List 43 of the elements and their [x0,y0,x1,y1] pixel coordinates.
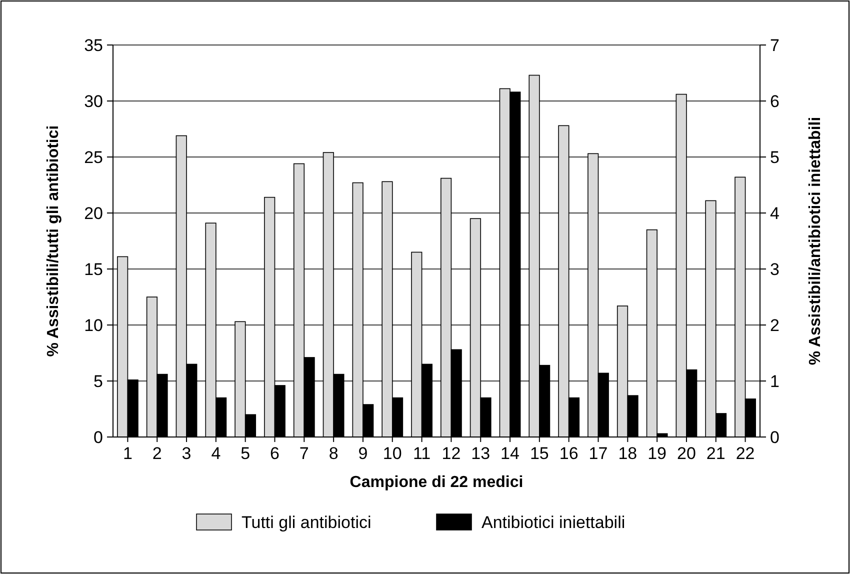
x-tick-label: 8 [328,444,338,463]
y-tick-label: 25 [84,148,103,167]
y2-tick-label: 5 [770,148,780,167]
y2-tick-label: 2 [770,316,780,335]
x-tick-label: 12 [442,444,461,463]
y2-tick-label: 3 [770,260,780,279]
x-axis-title: Campione di 22 medici [350,474,524,491]
x-tick-label: 10 [382,444,402,463]
x-tick-label: 1 [122,444,132,463]
y-tick-label: 30 [84,92,103,111]
y2-tick-label: 6 [770,92,780,111]
y2-tick-label: 4 [770,204,780,223]
x-tick-label: 3 [182,444,192,463]
y-tick-label: 5 [94,372,103,391]
x-tick-label: 4 [211,444,221,463]
x-tick-label: 9 [358,444,368,463]
x-tick-label: 18 [618,444,638,463]
y-tick-label: 0 [94,428,103,447]
x-tick-label: 19 [648,444,667,463]
x-tick-label: 7 [299,444,309,463]
x-tick-label: 6 [270,444,280,463]
y-tick-label: 20 [84,204,103,223]
legend-label: Tutti gli antibiotici [242,512,372,532]
x-tick-label: 17 [588,444,608,463]
x-tick-label: 5 [240,444,250,463]
y2-tick-label: 7 [770,36,780,55]
x-tick-label: 15 [530,444,549,463]
y-tick-label: 10 [84,316,103,335]
y-tick-label: 35 [84,36,103,55]
x-tick-label: 20 [677,444,696,463]
y-tick-label: 15 [84,260,103,279]
y2-tick-label: 1 [770,372,780,391]
x-tick-label: 13 [471,444,490,463]
legend-label: Antibiotici iniettabili [482,512,626,532]
y2-axis-title: % Assistibili/antibiotici iniettabili [807,116,824,366]
x-tick-label: 11 [412,444,431,463]
x-tick-label: 16 [559,444,578,463]
y-axis-title: % Assistibili/tutti gli antibiotici [45,125,62,357]
x-tick-label: 14 [500,444,520,463]
x-tick-label: 21 [706,444,726,463]
y2-tick-label: 0 [770,428,780,447]
x-tick-label: 22 [736,444,755,463]
x-tick-label: 2 [152,444,162,463]
